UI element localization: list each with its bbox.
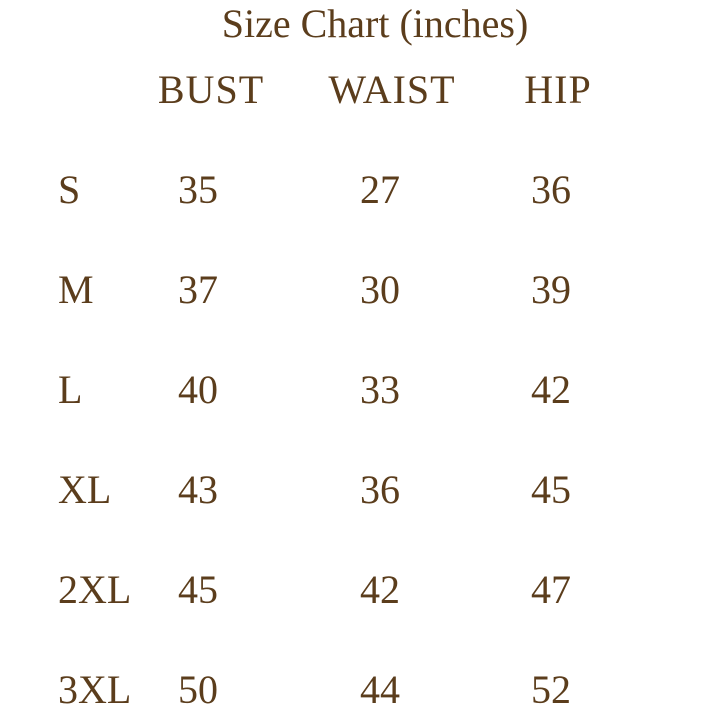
column-header: HIP <box>524 67 592 112</box>
measurement: 44 <box>360 667 400 712</box>
measurement: 47 <box>531 567 571 612</box>
measurement: 33 <box>360 367 400 412</box>
size-label: S <box>58 167 81 212</box>
title: Size Chart (inches) <box>221 1 529 46</box>
size-label: XL <box>58 467 112 512</box>
column-header: BUST <box>157 67 265 112</box>
column-header: WAIST <box>328 67 456 112</box>
measurement: 42 <box>360 567 400 612</box>
size-label: 3XL <box>58 667 132 712</box>
measurement: 39 <box>531 267 571 312</box>
measurement: 36 <box>360 467 400 512</box>
measurement: 45 <box>531 467 571 512</box>
measurement: 50 <box>178 667 218 712</box>
size-label: L <box>58 367 83 412</box>
measurement: 30 <box>360 267 400 312</box>
measurement: 42 <box>531 367 571 412</box>
measurement: 35 <box>178 167 218 212</box>
size-label: 2XL <box>58 567 132 612</box>
measurement: 27 <box>360 167 400 212</box>
measurement: 36 <box>531 167 571 212</box>
measurement: 52 <box>531 667 571 712</box>
measurement: 37 <box>178 267 218 312</box>
size-label: M <box>58 267 94 312</box>
measurement: 43 <box>178 467 218 512</box>
measurement: 40 <box>178 367 218 412</box>
measurement: 45 <box>178 567 218 612</box>
